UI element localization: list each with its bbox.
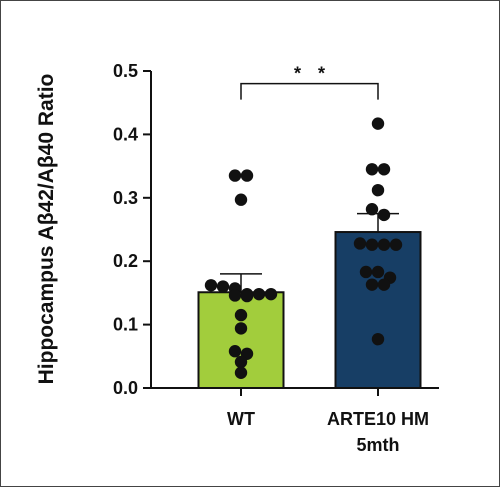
significance-bracket: * * bbox=[240, 64, 379, 100]
y-tick-label: 0.3 bbox=[113, 188, 138, 208]
data-point bbox=[371, 265, 385, 279]
data-point bbox=[359, 265, 373, 279]
data-point bbox=[353, 237, 367, 250]
y-tick-label: 0.4 bbox=[113, 124, 138, 144]
data-point bbox=[234, 322, 248, 335]
data-point bbox=[377, 278, 391, 291]
data-point bbox=[371, 332, 385, 346]
data-point bbox=[252, 287, 266, 301]
data-point bbox=[228, 169, 242, 182]
y-tick-label: 0.5 bbox=[113, 61, 138, 81]
data-point bbox=[234, 193, 248, 206]
axes: 0.0 0.1 0.2 0.3 0.4 0.5 WT ARTE10 HM 5mth bbox=[113, 61, 439, 455]
bar bbox=[334, 231, 422, 389]
y-tick-label: 0.2 bbox=[113, 251, 138, 271]
data-point bbox=[204, 279, 218, 292]
data-point bbox=[377, 163, 391, 176]
data-point bbox=[371, 183, 385, 197]
data-point bbox=[228, 289, 242, 302]
data-point bbox=[264, 287, 278, 301]
data-point bbox=[377, 208, 391, 222]
x-tick-label: WT bbox=[227, 409, 255, 429]
data-point bbox=[389, 238, 403, 251]
bars bbox=[197, 231, 422, 389]
data-point bbox=[365, 278, 379, 291]
data-point bbox=[228, 345, 242, 358]
y-axis-label: Hippocampus Aβ42/Aβ40 Ratio bbox=[35, 74, 58, 385]
data-point bbox=[234, 366, 248, 379]
data-point bbox=[365, 163, 379, 176]
data-points bbox=[204, 117, 403, 379]
x-tick-label: ARTE10 HM bbox=[327, 409, 429, 429]
data-point bbox=[365, 238, 379, 251]
data-point bbox=[240, 169, 254, 182]
y-tick-label: 0.0 bbox=[113, 378, 138, 398]
significance-label: * * bbox=[294, 64, 331, 84]
y-tick-label: 0.1 bbox=[113, 315, 138, 335]
data-point bbox=[240, 289, 254, 303]
data-point bbox=[216, 280, 230, 293]
data-point bbox=[371, 117, 385, 130]
bracket-line bbox=[240, 82, 379, 100]
data-point bbox=[234, 355, 248, 369]
data-point bbox=[365, 203, 379, 216]
data-point bbox=[377, 238, 391, 251]
x-tick-label-line2: 5mth bbox=[356, 435, 399, 455]
data-point bbox=[234, 308, 248, 322]
